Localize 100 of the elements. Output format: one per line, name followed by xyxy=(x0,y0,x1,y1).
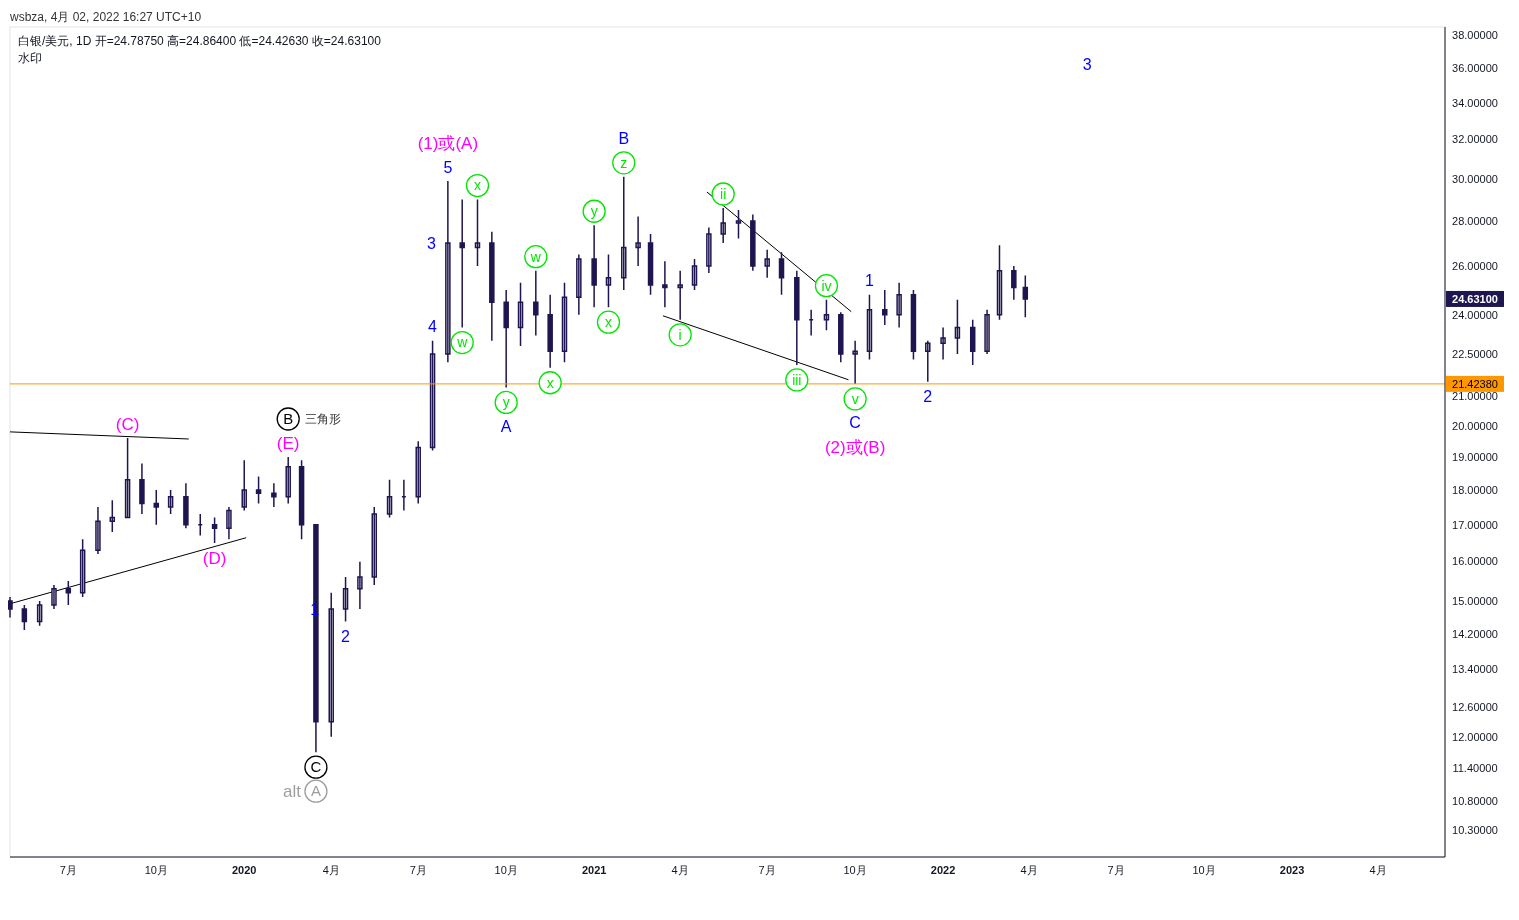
annotation: A xyxy=(310,782,321,800)
x-tick-label: 2021 xyxy=(581,864,607,876)
y-tick-label: 10.80000 xyxy=(1452,794,1498,807)
candlestick xyxy=(677,269,683,321)
candlestick xyxy=(459,198,465,329)
annotation: iv xyxy=(821,277,832,294)
candlestick xyxy=(313,523,319,753)
candlestick xyxy=(576,253,582,316)
candlestick xyxy=(838,311,844,363)
annotation: y xyxy=(590,203,598,220)
y-tick-label: 12.60000 xyxy=(1452,700,1498,713)
candlestick xyxy=(8,596,13,619)
candlestick xyxy=(720,207,726,244)
y-tick-label: 11.40000 xyxy=(1452,761,1498,774)
y-tick-label: 22.50000 xyxy=(1452,347,1498,360)
y-tick-label: 24.00000 xyxy=(1452,308,1498,321)
candlestick xyxy=(778,251,785,296)
candlestick xyxy=(852,339,858,385)
y-tick-label: 15.00000 xyxy=(1452,594,1498,607)
candlestick xyxy=(940,326,946,361)
candlestick xyxy=(255,475,262,505)
x-tick-label: 4月 xyxy=(671,864,689,876)
candlestick xyxy=(635,215,641,267)
y-tick-label: 17.00000 xyxy=(1452,518,1498,531)
candlestick xyxy=(197,513,203,537)
annotation: i xyxy=(678,326,682,343)
y-tick-label: 34.00000 xyxy=(1452,96,1498,109)
candlestick xyxy=(925,339,931,383)
annotation: 3 xyxy=(1082,55,1092,73)
x-tick-label: 7月 xyxy=(409,864,427,876)
candlestick xyxy=(750,213,756,272)
candlestick xyxy=(415,440,421,505)
x-tick-label: 2022 xyxy=(930,864,956,876)
y-tick-label: 12.00000 xyxy=(1452,730,1498,743)
y-tick-label: 20.00000 xyxy=(1452,419,1498,432)
candlestick xyxy=(65,580,72,606)
y-tick-label: 26.00000 xyxy=(1452,259,1498,272)
annotation: x xyxy=(604,314,612,331)
y-tick-label: 32.00000 xyxy=(1452,133,1498,146)
annotation: A xyxy=(500,418,512,436)
text: 白银/美元, 1D 开=24.78750 高=24.86400 低=24.42630 收=24.63100 xyxy=(18,34,382,48)
candlestick xyxy=(183,482,189,530)
x-tick-label: 2020 xyxy=(231,864,257,876)
annotation: 2 xyxy=(341,628,351,646)
x-tick-label: 7月 xyxy=(59,864,77,876)
x-tick-label: 4月 xyxy=(1020,864,1038,876)
y-tick-label: 30.00000 xyxy=(1452,172,1498,185)
annotation: w xyxy=(456,334,469,351)
candlestick xyxy=(489,231,495,342)
y-tick-label: 28.00000 xyxy=(1452,214,1498,227)
candlestick xyxy=(211,516,218,544)
x-tick-label: 10月 xyxy=(144,864,168,876)
candlestick xyxy=(882,289,888,326)
candlestick xyxy=(153,489,160,526)
annotation: iii xyxy=(792,371,802,388)
text: wsbza, 4月 02, 2022 16:27 UTC+10 xyxy=(9,10,202,24)
candlestick xyxy=(954,298,961,355)
x-tick-label: 4月 xyxy=(1369,864,1387,876)
candlestick xyxy=(823,298,830,331)
y-tick-label: 21.00000 xyxy=(1452,389,1498,402)
candlestick xyxy=(1011,265,1017,301)
x-tick-label: 7月 xyxy=(1107,864,1125,876)
y-tick-label: 18.00000 xyxy=(1452,483,1498,496)
candlestick xyxy=(896,281,902,329)
candlestick xyxy=(706,226,712,274)
annotation: (2)或(B) xyxy=(824,437,886,457)
candlestick xyxy=(984,308,990,355)
candlestick xyxy=(401,479,407,512)
annotation: 5 xyxy=(443,158,453,176)
candlestick xyxy=(533,269,539,337)
annotation: (D) xyxy=(202,548,227,568)
y-tick-label: 19.00000 xyxy=(1452,450,1498,463)
y-tick-label: 38.00000 xyxy=(1452,28,1498,41)
annotation: v xyxy=(851,390,859,407)
y-tick-label: 36.00000 xyxy=(1452,61,1498,74)
annotation: w xyxy=(529,248,542,265)
ref-line-label: 21.42380 xyxy=(1452,377,1498,390)
annotation: C xyxy=(310,758,322,776)
annotation: 1 xyxy=(865,272,875,290)
text: 水印 xyxy=(18,51,42,65)
y-tick-label: 10.30000 xyxy=(1452,823,1498,836)
x-tick-label: 2023 xyxy=(1279,864,1305,876)
annotation: z xyxy=(620,154,628,171)
candlestick xyxy=(285,456,291,505)
candlestick xyxy=(764,249,770,279)
candlestick xyxy=(241,459,247,512)
annotation: (E) xyxy=(276,433,300,453)
candlestick xyxy=(662,260,668,308)
y-tick-label: 13.40000 xyxy=(1452,663,1498,676)
x-tick-label: 4月 xyxy=(322,864,340,876)
candlestick xyxy=(95,506,101,555)
annotation: y xyxy=(502,394,510,411)
candlestick xyxy=(51,584,57,610)
candlestick xyxy=(794,269,800,366)
annotation: B xyxy=(283,410,294,428)
annotation: 4 xyxy=(428,318,438,336)
candlestick xyxy=(547,294,553,369)
annotation: (1)或(A) xyxy=(417,133,479,153)
x-tick-label: 7月 xyxy=(758,864,776,876)
candlestick xyxy=(1022,274,1029,319)
